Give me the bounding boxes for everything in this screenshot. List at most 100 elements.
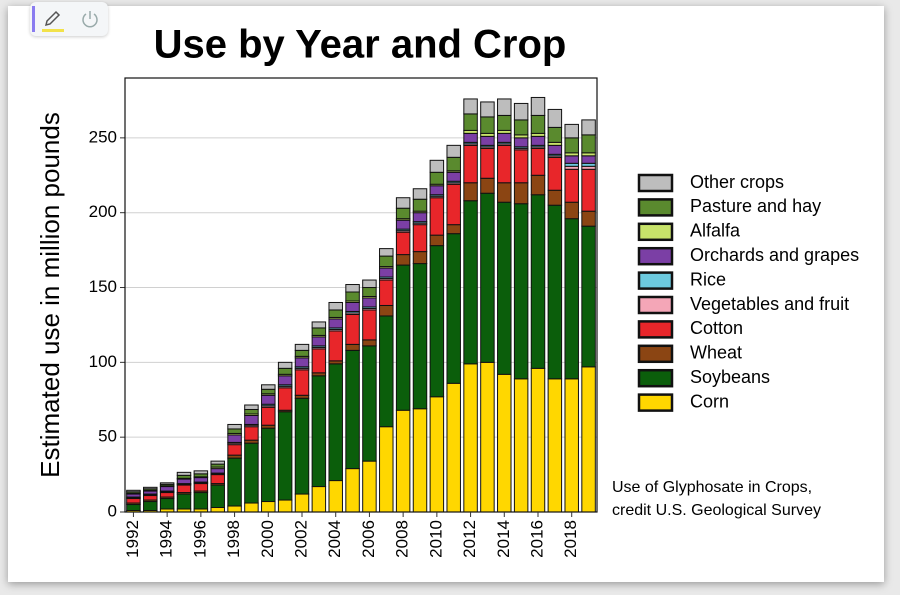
- bar-segment: [513, 203, 529, 380]
- bar-segment: [210, 507, 225, 513]
- bar-segment: [379, 248, 394, 257]
- bar-segment: [513, 119, 529, 136]
- legend-swatch: [637, 246, 674, 266]
- bar-segment: [412, 224, 428, 253]
- legend-label: Soybeans: [690, 367, 770, 387]
- bar-segment: [159, 498, 175, 510]
- bar-segment: [277, 411, 293, 501]
- bar-segment: [547, 108, 563, 128]
- bar-segment: [429, 245, 445, 398]
- legend-label: Pasture and hay: [690, 196, 821, 216]
- bar-segment: [159, 486, 175, 492]
- bar-segment: [446, 233, 461, 384]
- bar-segment: [345, 301, 360, 312]
- bar-segment: [412, 408, 428, 513]
- x-tick-label: 2012: [460, 520, 479, 558]
- bar-segment: [328, 363, 343, 482]
- bar-segment: [581, 168, 596, 212]
- bar-segment: [143, 486, 158, 490]
- bar-segment: [429, 159, 445, 173]
- bar-segment: [547, 156, 563, 191]
- legend-swatch: [637, 173, 674, 193]
- bar-segment: [564, 168, 579, 203]
- bar-segment: [530, 96, 546, 116]
- bar-segment: [530, 367, 546, 513]
- bar-segment: [277, 375, 293, 386]
- bar-segment: [294, 369, 310, 396]
- bar-segment: [412, 188, 428, 200]
- bar-segment: [513, 137, 529, 148]
- bar-segment: [210, 468, 225, 474]
- bar-segment: [412, 251, 428, 265]
- bar-segment: [446, 224, 461, 235]
- bar-segment: [294, 343, 310, 351]
- bar-segment: [547, 144, 563, 155]
- x-tick-label: 2006: [359, 520, 378, 558]
- bar-segment: [480, 101, 495, 118]
- legend-label: Corn: [690, 391, 729, 411]
- legend-swatch: [637, 198, 674, 217]
- bar-segment: [480, 147, 495, 179]
- x-tick-label: 2004: [325, 520, 344, 558]
- bar-segment: [277, 361, 293, 369]
- bar-segment: [412, 263, 428, 410]
- bar-segment: [429, 185, 445, 196]
- bar-segment: [564, 378, 579, 513]
- bar-segment: [261, 427, 276, 503]
- bar-segment: [210, 460, 225, 465]
- bar-segment: [244, 414, 259, 425]
- bar-segment: [345, 468, 360, 513]
- bar-segment: [463, 113, 478, 131]
- bar-segment: [513, 378, 529, 513]
- bar-segment: [311, 327, 327, 336]
- bar-segment: [277, 499, 293, 513]
- bar-segment: [227, 428, 242, 434]
- bar-segment: [463, 363, 478, 513]
- bar-segment: [193, 492, 209, 510]
- power-button[interactable]: [82, 11, 98, 28]
- bar-segment: [210, 474, 225, 485]
- bar-segment: [581, 119, 596, 136]
- screenshot-card: [8, 6, 884, 582]
- bar-segment: [547, 189, 563, 206]
- bar-segment: [244, 502, 259, 513]
- bar-segment: [362, 297, 377, 308]
- bar-segment: [446, 382, 461, 513]
- x-tick-label: 2010: [426, 520, 445, 558]
- bar-segment: [176, 493, 192, 510]
- bar-segment: [429, 197, 445, 236]
- bar-segment: [311, 486, 327, 513]
- bar-segment: [210, 484, 225, 509]
- bar-segment: [159, 492, 175, 498]
- bar-segment: [395, 207, 411, 220]
- bar-segment: [547, 126, 563, 143]
- bar-segment: [547, 378, 563, 513]
- bar-segment: [345, 349, 360, 470]
- bar-segment: [446, 156, 461, 172]
- bar-segment: [379, 315, 394, 428]
- legend-label: Orchards and grapes: [690, 245, 859, 265]
- toolbar-icons: [32, 6, 98, 32]
- bar-segment: [244, 442, 259, 504]
- x-tick-label: 2018: [561, 520, 580, 558]
- bar-segment: [311, 336, 327, 347]
- bar-segment: [328, 480, 343, 513]
- bar-segment: [193, 470, 209, 475]
- toolbar-accent: [32, 6, 35, 32]
- legend-label: Cotton: [690, 318, 743, 338]
- bar-segment: [446, 144, 461, 158]
- bar-segment: [143, 495, 158, 501]
- bar-segment: [244, 404, 259, 410]
- pencil-button[interactable]: [42, 10, 64, 32]
- bar-segment: [530, 135, 546, 146]
- bar-segment: [379, 267, 394, 278]
- toolbar: [30, 2, 108, 36]
- bar-segment: [362, 309, 377, 341]
- bar-segment: [412, 212, 428, 223]
- y-tick-label: 150: [89, 277, 117, 296]
- legend-label: Wheat: [690, 343, 742, 363]
- bar-segment: [480, 116, 495, 134]
- bar-segment: [513, 102, 529, 121]
- bar-segment: [176, 484, 192, 494]
